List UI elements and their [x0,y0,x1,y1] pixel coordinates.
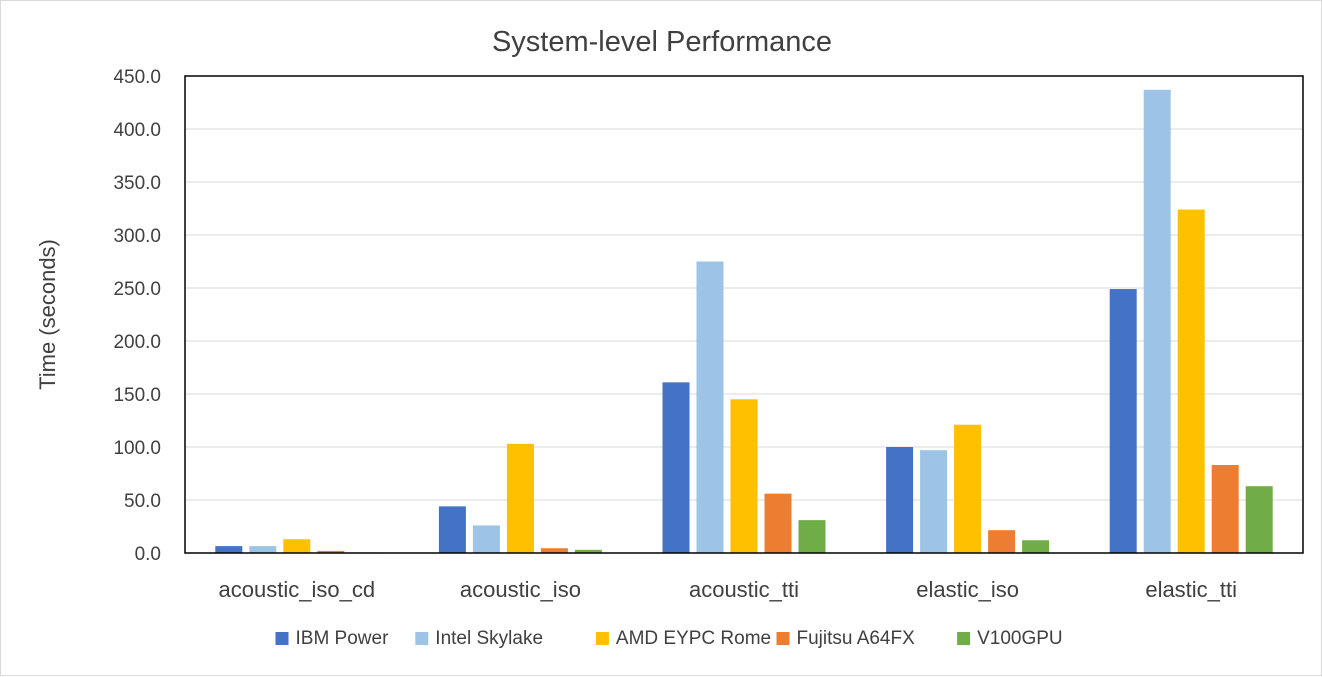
legend-swatch [415,632,429,645]
bar [764,493,792,553]
bar [1245,486,1273,553]
plot-area-border [184,75,1304,554]
bar [798,520,826,553]
y-tick-label: 50.0 [124,491,161,512]
bar [574,549,602,553]
bar [662,382,690,553]
y-tick-label: 400.0 [113,120,161,141]
y-tick-label: 300.0 [113,226,161,247]
y-axis-label: Time (seconds) [35,239,60,390]
bar [1211,465,1239,553]
bar [438,506,466,553]
y-tick-label: 100.0 [113,438,161,459]
bar [1177,209,1205,553]
bar [283,539,311,553]
bar [954,424,982,553]
bar [249,546,277,553]
x-category-label: acoustic_tti [689,577,799,602]
y-tick-label: 0.0 [135,544,161,565]
bar [1022,540,1050,553]
bar [1143,89,1171,553]
legend-swatch [275,632,289,645]
legend: IBM Power Intel Skylake AMD EYPC Rome Fujit… [275,628,1063,649]
y-axis-ticks: 0.0 50.0 100.0 150.0 200.0 250.0 300.0 350.0 400… [113,67,161,565]
legend-label: Intel Skylake [435,628,543,649]
chart-title: System-level Performance [492,26,832,58]
bar [472,525,500,553]
legend-label: IBM Power [296,628,390,649]
bar [730,399,758,553]
legend-label: V100GPU [977,628,1063,649]
bars [215,89,1273,553]
bar [215,546,243,553]
y-tick-label: 350.0 [113,173,161,194]
y-tick-label: 150.0 [113,385,161,406]
y-tick-label: 200.0 [113,332,161,353]
x-category-label: acoustic_iso [460,577,581,602]
bar [506,443,534,553]
legend-swatch [957,632,971,645]
bar [988,530,1016,553]
x-category-label: elastic_tti [1145,577,1237,602]
bar [886,447,914,553]
bar [920,450,948,553]
bar [1109,289,1137,553]
bar [540,548,568,553]
x-axis-categories: acoustic_iso_cd acoustic_iso acoustic_tti e… [219,577,1238,602]
bar [317,550,345,553]
legend-label: Fujitsu A64FX [797,628,916,649]
legend-label: AMD EYPC Rome [616,628,771,649]
x-category-label: elastic_iso [916,577,1019,602]
y-tick-label: 450.0 [113,67,161,88]
legend-swatch [776,632,790,645]
y-tick-label: 250.0 [113,279,161,300]
x-category-label: acoustic_iso_cd [219,577,376,602]
bar [696,261,724,553]
legend-swatch [595,632,609,645]
